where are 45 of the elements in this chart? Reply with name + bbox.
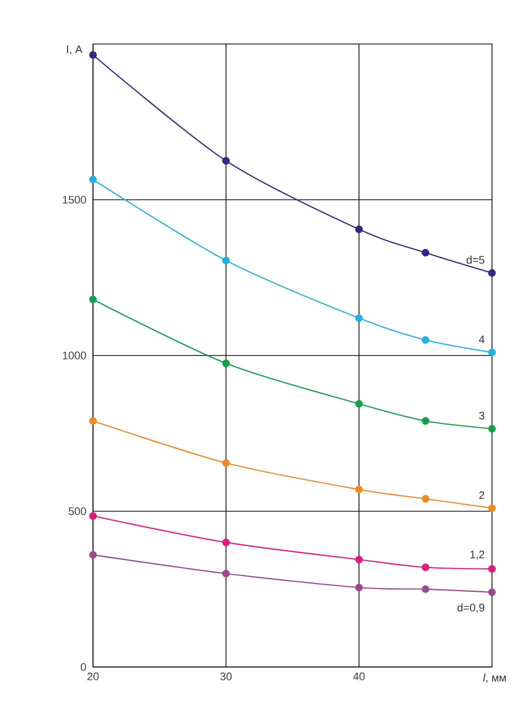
point bbox=[355, 314, 363, 322]
point bbox=[422, 417, 430, 425]
point bbox=[222, 157, 230, 165]
series-label: d=5 bbox=[466, 256, 484, 264]
series-label: 2 bbox=[479, 491, 484, 499]
point bbox=[89, 176, 97, 184]
y-tick-label: 1500 bbox=[62, 196, 86, 204]
point bbox=[222, 459, 230, 467]
point bbox=[355, 584, 363, 592]
x-tick-label: 40 bbox=[353, 672, 365, 680]
point bbox=[355, 486, 363, 494]
point bbox=[355, 226, 363, 234]
point bbox=[422, 336, 430, 344]
y-tick-label: 1000 bbox=[62, 352, 86, 360]
x-tick-label: 30 bbox=[220, 672, 232, 680]
point bbox=[488, 565, 496, 573]
series-label: 3 bbox=[479, 412, 484, 420]
point bbox=[488, 504, 496, 512]
point bbox=[222, 538, 230, 546]
point bbox=[355, 400, 363, 408]
point bbox=[422, 564, 430, 572]
point bbox=[89, 296, 97, 304]
series-label: d=0,9 bbox=[458, 603, 484, 613]
point bbox=[488, 348, 496, 356]
y-tick-label: 500 bbox=[68, 507, 86, 516]
x-axis-title: l, мм bbox=[483, 674, 506, 683]
point bbox=[222, 360, 230, 368]
point bbox=[89, 417, 97, 425]
point bbox=[89, 51, 97, 59]
point bbox=[488, 424, 496, 432]
series-label: 1,2 bbox=[470, 550, 484, 560]
y-axis-title: I, A bbox=[67, 46, 82, 54]
x-tick-label: 20 bbox=[87, 672, 99, 680]
point bbox=[222, 256, 230, 264]
point bbox=[89, 512, 97, 520]
point bbox=[422, 495, 430, 503]
y-tick-label: 0 bbox=[80, 663, 86, 671]
point bbox=[422, 248, 430, 256]
point bbox=[89, 551, 97, 559]
point bbox=[222, 570, 230, 578]
point bbox=[422, 585, 430, 593]
point bbox=[355, 556, 363, 564]
point bbox=[488, 269, 496, 277]
series-label: 4 bbox=[478, 336, 484, 344]
point bbox=[488, 588, 496, 596]
